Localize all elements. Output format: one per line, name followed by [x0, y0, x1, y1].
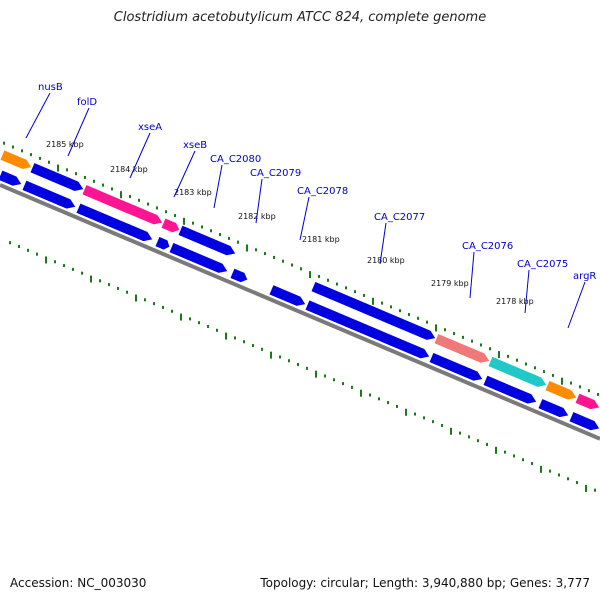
gene-arrow-shape	[574, 392, 600, 411]
topology-text: Topology: circular; Length: 3,940,880 bp…	[260, 576, 590, 590]
gene-lower-11[interactable]	[568, 410, 600, 433]
gene-lower-7[interactable]	[304, 299, 432, 362]
gene-lower-5[interactable]	[229, 267, 250, 285]
gene-label: xseB	[183, 140, 207, 151]
gene-arrow-shape	[0, 149, 33, 171]
gene-leader-line	[255, 178, 263, 224]
gene-leader-line	[567, 281, 586, 329]
gene-arrow-shape	[428, 351, 484, 382]
scale-label: 2181 kbp	[302, 235, 340, 244]
gene-upper-5[interactable]	[310, 280, 438, 343]
accession-text: Accession: NC_003030	[10, 576, 147, 590]
gene-label: nusB	[38, 82, 63, 93]
gene-leader-line	[129, 132, 151, 179]
gene-arrow-shape	[544, 379, 578, 401]
gene-arrow-shape	[160, 217, 181, 234]
scale-label: 2184 kbp	[110, 165, 148, 174]
gene-arrow-shape	[537, 397, 570, 419]
gene-arrow-shape	[81, 183, 164, 226]
gene-upper-3[interactable]	[160, 217, 182, 235]
backbone-line	[0, 183, 600, 441]
gene-label: xseA	[138, 122, 162, 133]
scale-label: 2185 kbp	[46, 140, 84, 149]
gene-leader-line	[524, 269, 530, 314]
gene-lower-6[interactable]	[268, 283, 308, 310]
gene-arrow-shape	[75, 202, 154, 243]
gene-arrow-shape	[21, 179, 77, 210]
gene-arrow-shape	[487, 355, 548, 388]
gene-label: CA_C2075	[517, 259, 568, 270]
gene-upper-9[interactable]	[574, 392, 600, 413]
gene-arrow-shape	[29, 161, 85, 193]
gene-upper-2[interactable]	[81, 183, 165, 228]
gene-label: CA_C2079	[250, 168, 301, 179]
scale-label: 2179 kbp	[431, 279, 469, 288]
scale-label: 2178 kbp	[496, 297, 534, 306]
gene-leader-line	[213, 164, 223, 209]
gene-arrow-shape	[0, 169, 23, 187]
gene-upper-6[interactable]	[433, 332, 492, 366]
gene-arrow-shape	[482, 374, 538, 405]
gene-arrow-shape	[229, 267, 249, 284]
gene-arrow-shape	[568, 410, 600, 432]
gene-label: CA_C2078	[297, 186, 348, 197]
gene-label: CA_C2080	[210, 154, 261, 165]
gene-lower-9[interactable]	[482, 374, 539, 407]
gene-label: CA_C2076	[462, 241, 513, 252]
gene-arrow-shape	[310, 280, 437, 341]
page-title: Clostridium acetobutylicum ATCC 824, com…	[113, 10, 487, 25]
gene-arrow-shape	[177, 224, 237, 257]
gene-lower-10[interactable]	[537, 397, 571, 420]
gene-arrow-shape	[168, 241, 229, 274]
gene-leader-line	[299, 196, 310, 241]
gene-leader-line	[173, 150, 196, 198]
gene-lower-1[interactable]	[21, 179, 78, 212]
gene-leader-line	[67, 107, 90, 157]
gene-upper-0[interactable]	[0, 149, 34, 173]
gene-label: CA_C2077	[374, 212, 425, 223]
gene-label: argR	[573, 271, 596, 282]
gene-arrow-shape	[154, 235, 171, 251]
gene-leader-line	[25, 92, 51, 139]
gene-leader-line	[379, 222, 387, 265]
gene-upper-4[interactable]	[177, 224, 238, 259]
gene-lower-0[interactable]	[0, 169, 24, 189]
gene-label: folD	[77, 97, 97, 108]
gene-arrow-shape	[268, 283, 307, 307]
gene-lower-8[interactable]	[428, 351, 485, 384]
gene-upper-1[interactable]	[29, 161, 86, 194]
gene-arrow-shape	[304, 299, 431, 360]
gene-upper-7[interactable]	[487, 355, 549, 390]
gene-lower-2[interactable]	[75, 202, 155, 245]
scale-label: 2180 kbp	[367, 256, 405, 265]
gene-leader-line	[469, 251, 475, 299]
scale-label: 2183 kbp	[174, 188, 212, 197]
gene-lower-4[interactable]	[168, 241, 230, 276]
gene-arrow-shape	[433, 332, 491, 364]
gene-upper-8[interactable]	[544, 379, 579, 403]
gene-lower-3[interactable]	[154, 235, 172, 252]
